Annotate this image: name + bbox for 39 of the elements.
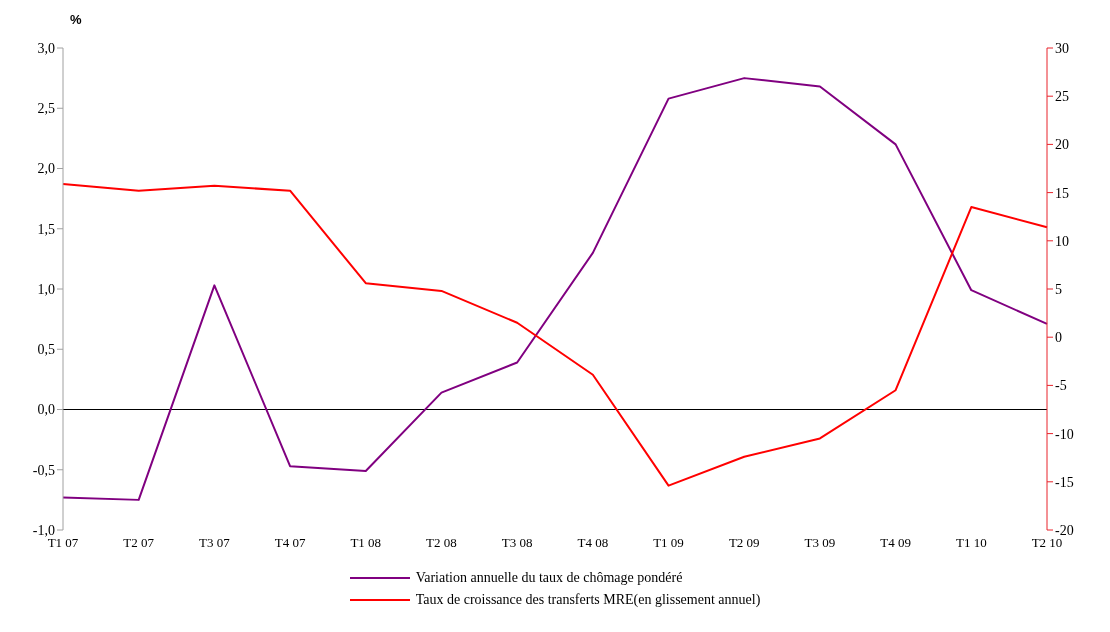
x-tick-label: T1 07	[47, 535, 79, 551]
y-tick-label: 1,0	[37, 281, 55, 297]
x-tick-label: T1 09	[653, 535, 684, 551]
y2-tick-label: 15	[1055, 185, 1069, 201]
x-tick-label: T3 08	[501, 535, 533, 551]
y-tick-label: 2,5	[37, 101, 55, 117]
y-tick-label: 2,0	[37, 161, 55, 177]
y2-tick-label: -15	[1055, 474, 1074, 490]
y-tick-label: -0,5	[32, 462, 55, 478]
y-tick-label: 0,5	[37, 342, 55, 358]
y-tick-label: 0,0	[37, 402, 55, 418]
x-tick-label: T2 07	[123, 535, 155, 551]
y-tick-label: -1,0	[32, 522, 55, 538]
x-tick-label: T4 09	[880, 535, 911, 551]
y2-tick-label: -20	[1055, 522, 1074, 538]
legend-label: Variation annuelle du taux de chômage pondéré	[415, 570, 683, 586]
line-series	[62, 77, 1048, 501]
y-axis-title: %	[70, 12, 82, 27]
x-tick-label: T3 07	[199, 535, 231, 551]
y2-tick-label: 25	[1055, 89, 1069, 105]
y2-tick-label: 30	[1055, 40, 1069, 56]
x-tick-label: T1 08	[350, 535, 382, 551]
legend-label: Taux de croissance des transferts MRE(en glissement annuel)	[415, 592, 761, 608]
x-tick-label: T3 09	[804, 535, 836, 551]
x-tick-label: T2 08	[426, 535, 457, 551]
x-tick-label: T4 08	[577, 535, 609, 551]
y2-tick-label: 10	[1055, 233, 1069, 249]
y-tick-label: 1,5	[37, 221, 55, 237]
x-tick-label: T2 10	[1031, 535, 1063, 551]
y2-tick-label: -10	[1055, 426, 1074, 442]
x-tick-label: T4 07	[274, 535, 306, 551]
x-tick-label: T1 10	[955, 535, 987, 551]
y2-tick-label: -5	[1055, 378, 1067, 394]
y-tick-label: 3,0	[37, 40, 55, 56]
y2-tick-label: 5	[1055, 281, 1062, 297]
y2-tick-label: 20	[1055, 137, 1069, 153]
x-tick-label: T2 09	[728, 535, 760, 551]
line-series	[62, 182, 1048, 487]
y2-tick-label: 0	[1055, 330, 1062, 346]
